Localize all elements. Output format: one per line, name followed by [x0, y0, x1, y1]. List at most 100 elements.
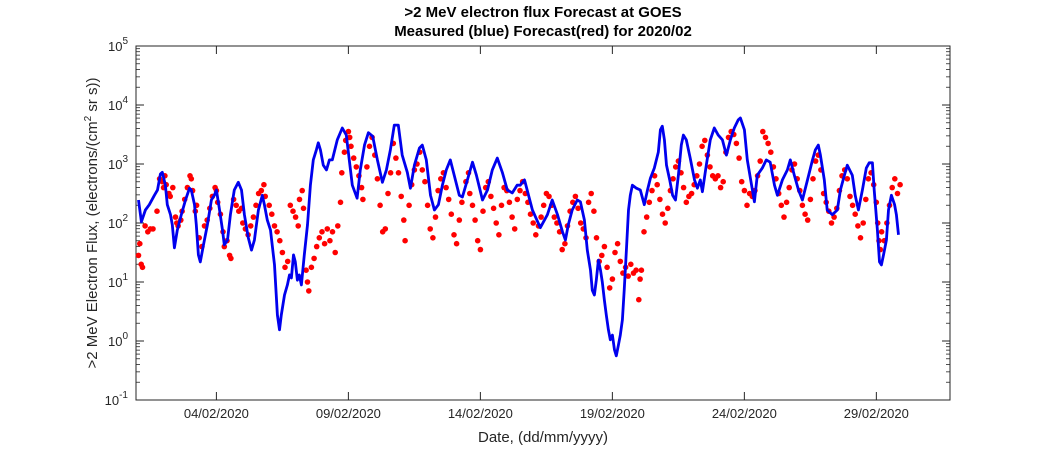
forecast-point — [401, 217, 407, 223]
chart-subtitle: Measured (blue) Forecast(red) for 2020/0… — [394, 23, 692, 40]
forecast-point — [228, 255, 234, 262]
forecast-point — [233, 202, 239, 209]
forecast-point — [601, 243, 608, 250]
forecast-point — [274, 229, 280, 235]
forecast-point — [688, 190, 695, 197]
y-tick-label: 103 — [108, 154, 128, 172]
forecast-point — [744, 202, 750, 209]
forecast-point — [781, 214, 787, 220]
forecast-point — [662, 220, 668, 226]
forecast-point — [395, 170, 402, 176]
forecast-point — [430, 235, 436, 241]
forecast-point — [296, 196, 303, 203]
forecast-point — [348, 143, 354, 150]
forecast-point — [559, 246, 565, 253]
x-tick-label: 14/02/2020 — [448, 406, 513, 421]
forecast-point — [303, 267, 309, 274]
forecast-point — [345, 128, 352, 135]
forecast-point — [707, 164, 713, 170]
forecast-point — [810, 176, 816, 182]
forecast-point — [467, 190, 473, 197]
forecast-point — [527, 211, 534, 217]
forecast-point — [506, 199, 513, 206]
forecast-point — [683, 199, 690, 206]
forecast-point — [364, 164, 370, 170]
forecast-point — [646, 199, 653, 206]
forecast-point — [313, 243, 320, 250]
forecast-point — [889, 184, 895, 191]
y-axis-label-tail: sr s)) — [84, 77, 101, 115]
forecast-point — [339, 170, 345, 176]
forecast-point — [638, 267, 645, 274]
forecast-point — [720, 178, 726, 185]
forecast-point — [892, 176, 898, 182]
forecast-point — [188, 176, 195, 182]
forecast-point — [366, 143, 373, 150]
forecast-point — [757, 158, 763, 164]
forecast-point — [438, 176, 444, 182]
forecast-point — [860, 220, 866, 226]
forecast-point — [511, 226, 518, 232]
x-ticks: 04/02/2020 09/02/2020 14/02/2020 19/02/2020… — [184, 46, 909, 421]
forecast-point — [715, 173, 721, 179]
forecast-point — [459, 199, 465, 206]
forecast-point — [863, 196, 869, 203]
forecast-point — [341, 149, 348, 155]
forecast-point — [377, 202, 383, 209]
x-tick-label: 09/02/2020 — [316, 406, 381, 421]
forecast-point — [469, 202, 476, 209]
forecast-point — [329, 229, 336, 235]
y-tick-label: 104 — [108, 95, 128, 113]
forecast-point — [680, 184, 687, 191]
forecast-point — [170, 184, 176, 191]
forecast-point — [762, 134, 769, 141]
forecast-point — [451, 232, 457, 238]
y-tick-label: 101 — [108, 272, 128, 290]
forecast-point — [636, 296, 642, 303]
y-major-ticks: 10-1 100 101 102 103 104 105 — [105, 36, 950, 408]
forecast-point — [337, 199, 344, 206]
forecast-point — [572, 193, 579, 200]
forecast-point — [498, 202, 505, 209]
forecast-point — [398, 193, 405, 200]
x-tick-label: 04/02/2020 — [184, 406, 249, 421]
forecast-point — [474, 237, 481, 244]
forecast-point — [435, 187, 441, 194]
forecast-point — [456, 217, 463, 223]
forecast-point — [546, 193, 552, 200]
forecast-point — [649, 187, 655, 194]
forecast-point — [247, 223, 254, 229]
forecast-point — [250, 214, 257, 220]
forecast-point — [878, 229, 885, 235]
forecast-point — [271, 223, 278, 229]
forecast-point — [799, 202, 806, 209]
forecast-point — [738, 178, 745, 185]
forecast-point — [765, 140, 771, 147]
forecast-point — [424, 202, 431, 209]
forecast-point — [480, 208, 486, 214]
forecast-point — [540, 202, 547, 209]
forecast-point — [828, 220, 835, 226]
forecast-point — [530, 220, 536, 226]
forecast-point — [786, 184, 792, 191]
forecast-point — [453, 240, 460, 247]
forecast-point — [488, 193, 494, 200]
forecast-point — [427, 226, 434, 232]
forecast-point — [290, 208, 296, 214]
forecast-point — [672, 164, 679, 170]
forecast-point — [517, 187, 523, 194]
forecast-point — [150, 226, 156, 232]
forecast-point — [575, 205, 581, 212]
forecast-point — [633, 267, 639, 274]
forecast-point — [538, 214, 544, 220]
y-axis-label-main: >2 MeV Electron Flux, (electrons/(cm — [84, 121, 101, 368]
forecast-point — [533, 232, 539, 238]
forecast-point — [857, 235, 864, 241]
y-tick-label: 100 — [108, 331, 128, 349]
forecast-point — [277, 237, 283, 244]
forecast-point — [514, 196, 521, 203]
forecast-point — [358, 184, 365, 191]
forecast-point — [387, 170, 394, 176]
forecast-point — [807, 196, 814, 203]
